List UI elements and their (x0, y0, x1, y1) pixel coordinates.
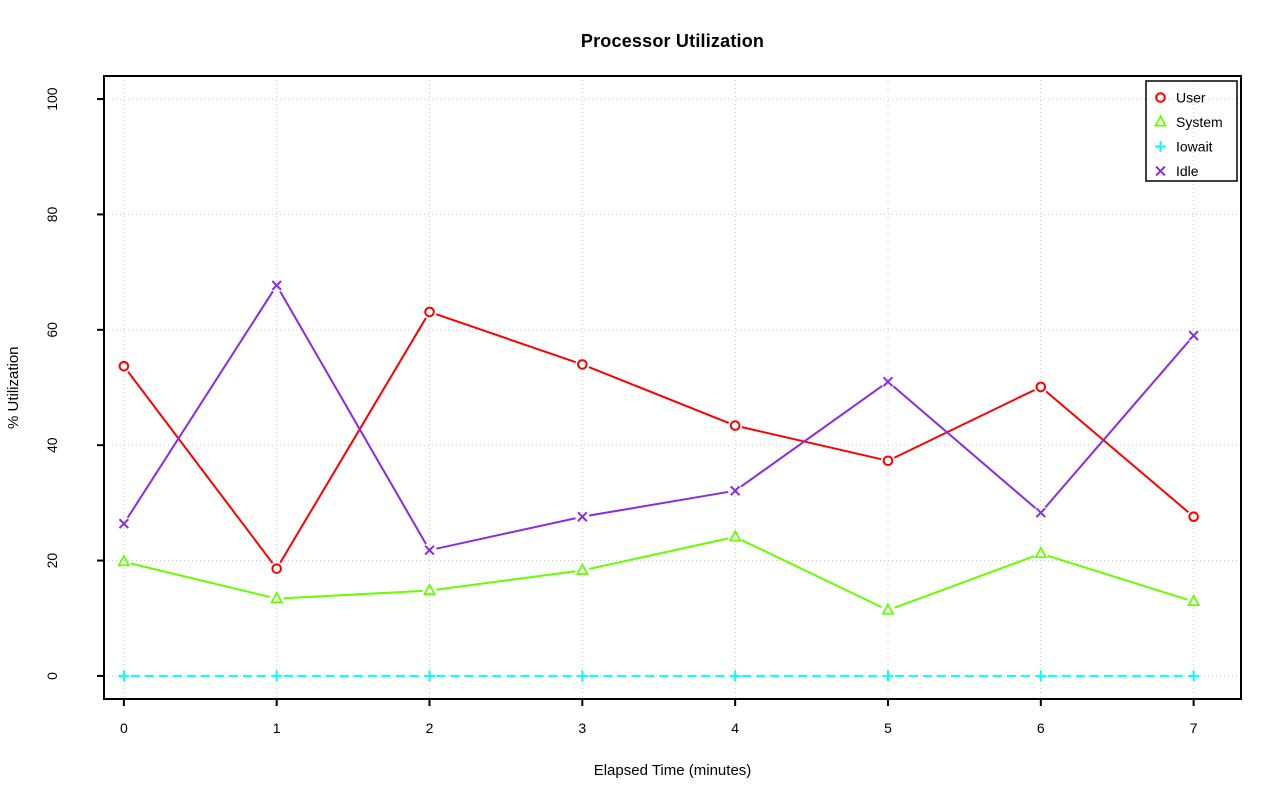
y-tick-label-5: 100 (44, 87, 60, 111)
series-iowait-point-5 (882, 670, 894, 682)
series-system-segment-4 (741, 539, 883, 609)
x-tick-label-6: 6 (1037, 720, 1045, 736)
series-user-segment-6 (1045, 390, 1189, 513)
series-system-point-5 (881, 602, 895, 615)
series-user-segment-1 (279, 317, 427, 564)
legend-symbol-system-icon (1154, 114, 1167, 127)
x-tick-label-4: 4 (731, 720, 739, 736)
series-user-point-6 (1035, 381, 1047, 393)
series-user-point-1 (271, 563, 282, 574)
x-tick-label-5: 5 (884, 720, 892, 736)
series-system-segment-1 (283, 589, 423, 600)
series-user-segment-5 (893, 389, 1035, 459)
series-idle-point-0 (118, 518, 129, 529)
y-tick-label-4: 80 (44, 206, 60, 222)
series-user-segment-4 (741, 426, 882, 461)
series-idle-segment-2 (436, 517, 576, 550)
series-idle-point-4 (730, 485, 741, 496)
legend-label-idle: Idle (1176, 163, 1199, 179)
x-tick-label-3: 3 (578, 720, 586, 736)
series-user-segment-3 (588, 366, 730, 424)
series-idle-point-6 (1035, 507, 1046, 518)
chart-title: Processor Utilization (580, 31, 765, 51)
legend-label-system: System (1176, 114, 1223, 130)
series-user-point-3 (577, 359, 588, 370)
series-user-segment-2 (435, 313, 577, 364)
series-user-point-4 (729, 420, 741, 431)
series-idle-segment-1 (279, 290, 427, 545)
y-tick-label-1: 20 (44, 553, 60, 569)
series-system-point-3 (575, 562, 589, 575)
series-idle-point-3 (577, 511, 588, 522)
series-user-point-2 (424, 306, 435, 318)
series-idle-point-2 (424, 545, 435, 556)
series-user-point-0 (118, 360, 130, 372)
series-iowait-point-7 (1188, 670, 1200, 682)
series-system-point-0 (117, 553, 131, 567)
legend-label-iowait: Iowait (1176, 139, 1213, 155)
legend-label-user: User (1176, 90, 1206, 106)
series-system-point-2 (423, 582, 437, 596)
series-system-segment-6 (1047, 554, 1188, 601)
y-axis-label: % Utilization (5, 346, 22, 429)
series-idle-point-7 (1188, 330, 1199, 341)
series-system-point-7 (1187, 593, 1201, 607)
series-user-point-5 (882, 455, 894, 467)
series-system-segment-5 (894, 555, 1035, 609)
series-iowait-point-4 (729, 670, 741, 682)
series-iowait-point-3 (576, 670, 588, 682)
x-axis-label: Elapsed Time (minutes) (593, 762, 752, 779)
y-tick-label-2: 40 (44, 437, 60, 453)
y-tick-label-0: 0 (44, 672, 60, 680)
x-tick-label-7: 7 (1190, 720, 1198, 736)
x-tick-label-1: 1 (273, 720, 281, 736)
series-user-point-7 (1188, 511, 1199, 523)
series-idle-segment-0 (126, 290, 274, 519)
series-system-segment-0 (130, 562, 271, 598)
legend-symbol-user-icon (1155, 92, 1166, 103)
series-system-point-4 (728, 529, 742, 542)
legend-symbol-iowait-icon (1155, 141, 1166, 152)
series-system-point-6 (1034, 545, 1048, 559)
series-iowait-point-1 (271, 670, 283, 682)
series-iowait-point-6 (1035, 670, 1047, 682)
legend-box (1145, 80, 1238, 182)
series-idle-segment-3 (589, 490, 729, 517)
series-idle-segment-4 (740, 384, 883, 488)
series-system-point-1 (270, 590, 284, 604)
series-iowait-point-0 (118, 670, 130, 682)
legend-symbol-idle-icon (1155, 165, 1166, 177)
series-iowait-point-2 (424, 670, 436, 682)
series-idle-segment-5 (892, 385, 1037, 509)
series-system-segment-2 (436, 570, 576, 591)
series-idle-segment-6 (1044, 340, 1190, 509)
series-user-segment-0 (127, 371, 274, 564)
x-tick-label-0: 0 (120, 720, 128, 736)
series-idle-point-1 (271, 280, 282, 291)
plot-box (103, 75, 1242, 700)
x-tick-label-2: 2 (426, 720, 434, 736)
series-system-segment-3 (588, 537, 729, 570)
y-tick-label-3: 60 (44, 322, 60, 338)
series-idle-point-5 (882, 376, 894, 387)
